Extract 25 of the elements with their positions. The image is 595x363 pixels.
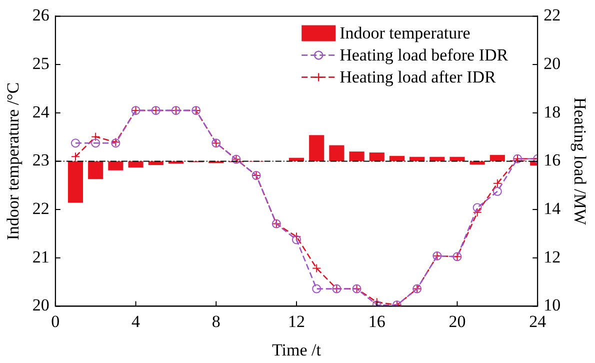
x-tick-label: 8 <box>212 312 220 331</box>
y-tick-label: 25 <box>32 54 50 73</box>
x-tick-label: 0 <box>51 312 60 331</box>
y2-tick-label: 12 <box>544 247 561 266</box>
x-tick-label: 12 <box>288 312 305 331</box>
legend-label: Indoor temperature <box>340 24 470 43</box>
y2-tick-label: 22 <box>544 6 561 25</box>
legend-label: Heating load after IDR <box>340 68 497 87</box>
legend-label: Heating load before IDR <box>340 46 509 65</box>
y-tick-label: 20 <box>32 296 50 315</box>
y2-axis-title: Heating load /MW <box>570 97 590 226</box>
y-tick-label: 22 <box>32 199 50 218</box>
x-tick-label: 16 <box>368 312 386 331</box>
y-axis-title: Indoor temperature /°C <box>4 82 23 240</box>
x-tick-label: 4 <box>132 312 141 331</box>
x-axis-title: Time /t <box>272 340 322 360</box>
y-tick-label: 23 <box>32 150 50 170</box>
y2-tick-label: 14 <box>544 199 562 218</box>
y2-tick-label: 18 <box>544 102 561 122</box>
x-tick-label: 20 <box>448 312 466 331</box>
y-tick-label: 24 <box>32 102 50 122</box>
y2-tick-label: 20 <box>544 54 561 73</box>
y-tick-label: 26 <box>32 6 50 25</box>
y-tick-label: 21 <box>32 247 50 266</box>
y2-tick-label: 16 <box>544 150 561 170</box>
